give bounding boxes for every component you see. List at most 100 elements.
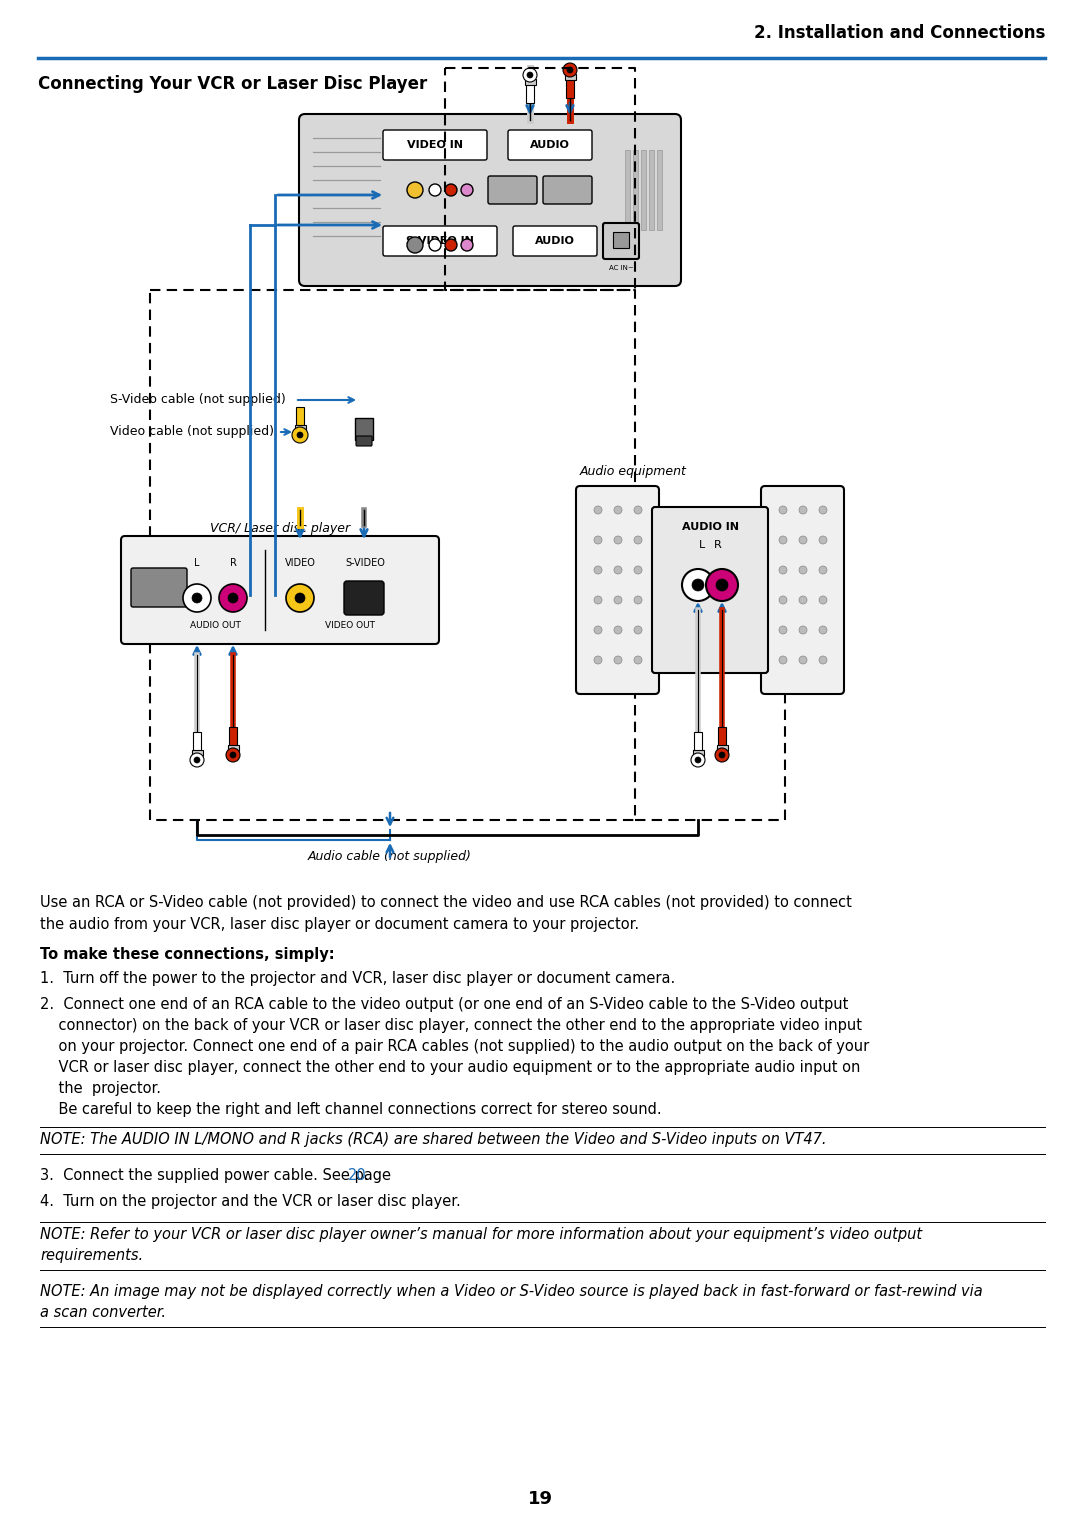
Circle shape bbox=[615, 566, 622, 574]
Bar bbox=[657, 150, 662, 230]
Text: AUDIO: AUDIO bbox=[530, 140, 570, 150]
Circle shape bbox=[190, 752, 204, 768]
Text: NOTE: Refer to your VCR or laser disc player owner’s manual for more information: NOTE: Refer to your VCR or laser disc pl… bbox=[40, 1227, 922, 1242]
Circle shape bbox=[407, 182, 423, 198]
Circle shape bbox=[779, 566, 787, 574]
Circle shape bbox=[567, 67, 573, 73]
Text: 2.  Connect one end of an RCA cable to the video output (or one end of an S-Vide: 2. Connect one end of an RCA cable to th… bbox=[40, 996, 849, 1012]
Circle shape bbox=[563, 63, 577, 76]
Circle shape bbox=[696, 757, 701, 763]
Text: 19: 19 bbox=[527, 1489, 553, 1508]
Circle shape bbox=[691, 752, 705, 768]
Bar bbox=[525, 79, 536, 85]
Circle shape bbox=[183, 584, 211, 612]
Circle shape bbox=[799, 597, 807, 604]
Circle shape bbox=[527, 72, 534, 78]
Bar bbox=[633, 150, 638, 230]
Circle shape bbox=[799, 626, 807, 633]
Circle shape bbox=[461, 185, 473, 195]
Text: 2. Installation and Connections: 2. Installation and Connections bbox=[754, 24, 1045, 43]
Circle shape bbox=[594, 656, 602, 664]
Circle shape bbox=[779, 626, 787, 633]
Text: 1.  Turn off the power to the projector and VCR, laser disc player or document c: 1. Turn off the power to the projector a… bbox=[40, 971, 675, 986]
Circle shape bbox=[194, 757, 200, 763]
FancyBboxPatch shape bbox=[652, 507, 768, 673]
Circle shape bbox=[634, 597, 642, 604]
Circle shape bbox=[634, 507, 642, 514]
Circle shape bbox=[594, 626, 602, 633]
Circle shape bbox=[445, 185, 457, 195]
Text: Be careful to keep the right and left channel connections correct for stereo sou: Be careful to keep the right and left ch… bbox=[40, 1102, 662, 1117]
Circle shape bbox=[779, 656, 787, 664]
Bar bbox=[229, 726, 237, 749]
Text: VCR or laser disc player, connect the other end to your audio equipment or to th: VCR or laser disc player, connect the ot… bbox=[40, 1061, 861, 1074]
Circle shape bbox=[615, 626, 622, 633]
Text: S-VIDEO IN: S-VIDEO IN bbox=[406, 237, 474, 246]
Text: L: L bbox=[699, 540, 705, 549]
Circle shape bbox=[615, 507, 622, 514]
Circle shape bbox=[819, 597, 827, 604]
FancyBboxPatch shape bbox=[508, 130, 592, 160]
Text: connector) on the back of your VCR or laser disc player, connect the other end t: connector) on the back of your VCR or la… bbox=[40, 1018, 862, 1033]
Circle shape bbox=[715, 748, 729, 761]
Text: Video cable (not supplied): Video cable (not supplied) bbox=[110, 426, 274, 438]
Bar bbox=[649, 150, 654, 230]
Text: To make these connections, simply:: To make these connections, simply: bbox=[40, 948, 335, 961]
Text: VCR/ Laser disc player: VCR/ Laser disc player bbox=[210, 522, 350, 536]
Text: 20: 20 bbox=[348, 1167, 367, 1183]
FancyBboxPatch shape bbox=[383, 130, 487, 160]
FancyBboxPatch shape bbox=[543, 175, 592, 204]
Text: S-VIDEO: S-VIDEO bbox=[346, 559, 384, 568]
Circle shape bbox=[407, 237, 423, 253]
Circle shape bbox=[681, 569, 714, 601]
Circle shape bbox=[429, 185, 441, 195]
FancyBboxPatch shape bbox=[121, 536, 438, 644]
Bar bbox=[613, 232, 629, 249]
FancyBboxPatch shape bbox=[488, 175, 537, 204]
Bar bbox=[718, 726, 726, 749]
Circle shape bbox=[779, 597, 787, 604]
Bar bbox=[642, 150, 646, 230]
Text: Audio equipment: Audio equipment bbox=[580, 465, 687, 478]
Circle shape bbox=[286, 584, 314, 612]
Bar bbox=[565, 73, 576, 79]
Text: VIDEO: VIDEO bbox=[284, 559, 315, 568]
Circle shape bbox=[634, 656, 642, 664]
Text: .: . bbox=[363, 1167, 368, 1183]
Bar bbox=[193, 732, 201, 754]
Circle shape bbox=[634, 536, 642, 543]
Text: AUDIO: AUDIO bbox=[535, 237, 575, 246]
Circle shape bbox=[819, 536, 827, 543]
Bar bbox=[694, 732, 702, 754]
Circle shape bbox=[292, 427, 308, 443]
Circle shape bbox=[461, 240, 473, 250]
Text: L: L bbox=[194, 559, 200, 568]
Text: VIDEO OUT: VIDEO OUT bbox=[325, 621, 375, 630]
Text: 3.  Connect the supplied power cable. See page: 3. Connect the supplied power cable. See… bbox=[40, 1167, 395, 1183]
Circle shape bbox=[192, 594, 202, 603]
Bar bbox=[355, 418, 373, 439]
Text: AUDIO OUT: AUDIO OUT bbox=[190, 621, 241, 630]
Circle shape bbox=[819, 566, 827, 574]
Circle shape bbox=[799, 566, 807, 574]
FancyBboxPatch shape bbox=[513, 226, 597, 256]
Circle shape bbox=[594, 507, 602, 514]
Circle shape bbox=[228, 594, 238, 603]
Text: S-Video cable (not supplied): S-Video cable (not supplied) bbox=[110, 394, 286, 406]
Circle shape bbox=[779, 507, 787, 514]
Text: Use an RCA or S-Video cable (not provided) to connect the video and use RCA cabl: Use an RCA or S-Video cable (not provide… bbox=[40, 896, 852, 909]
Bar bbox=[692, 749, 703, 755]
Circle shape bbox=[226, 748, 240, 761]
Bar bbox=[716, 745, 728, 751]
FancyBboxPatch shape bbox=[131, 568, 187, 607]
Bar bbox=[566, 76, 573, 98]
Bar bbox=[191, 749, 203, 755]
FancyBboxPatch shape bbox=[345, 581, 384, 615]
Text: the audio from your VCR, laser disc player or document camera to your projector.: the audio from your VCR, laser disc play… bbox=[40, 917, 639, 932]
Bar bbox=[625, 150, 630, 230]
Text: 4.  Turn on the projector and the VCR or laser disc player.: 4. Turn on the projector and the VCR or … bbox=[40, 1193, 461, 1209]
Bar bbox=[228, 745, 239, 751]
Circle shape bbox=[799, 536, 807, 543]
Circle shape bbox=[297, 432, 303, 438]
Circle shape bbox=[716, 578, 728, 591]
